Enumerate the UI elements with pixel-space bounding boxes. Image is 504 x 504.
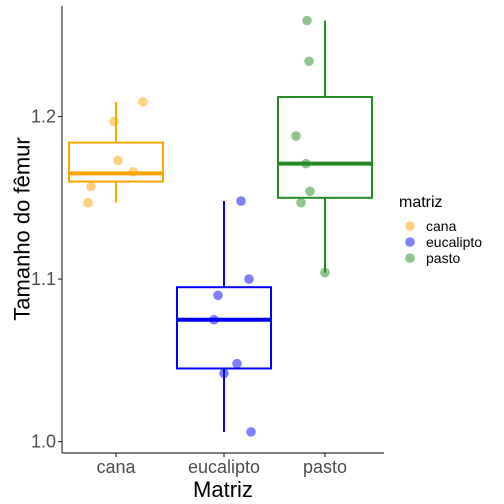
data-point (138, 97, 148, 107)
legend-title: matriz (399, 194, 443, 211)
data-point (86, 181, 96, 192)
data-point (320, 267, 330, 278)
data-point (232, 358, 242, 369)
x-tick-label: pasto (303, 457, 347, 477)
data-point (83, 197, 93, 208)
data-point (213, 290, 223, 301)
y-tick-label: 1.2 (31, 107, 56, 127)
data-point (301, 158, 311, 169)
data-point (291, 131, 301, 141)
plot-area (68, 15, 373, 437)
data-point (304, 56, 314, 67)
data-point (109, 116, 119, 127)
legend-key-cana (405, 221, 415, 231)
data-point (219, 368, 229, 379)
data-point (209, 314, 219, 325)
data-point (246, 427, 256, 437)
data-point (302, 15, 312, 26)
box (176, 286, 272, 370)
box-group-eucalipto (176, 196, 272, 437)
data-point (305, 186, 315, 197)
x-tick-label: cana (96, 457, 136, 477)
y-axis-title: Tamanho do fêmur (10, 137, 35, 320)
y-tick-label: 1.1 (31, 269, 56, 289)
legend-label-eucalipto: eucalipto (426, 234, 482, 250)
data-point (128, 166, 138, 177)
legend-label-pasto: pasto (426, 250, 460, 266)
legend-key-pasto (405, 253, 415, 263)
x-tick-label: eucalipto (188, 457, 260, 477)
legend-label-cana: cana (426, 218, 457, 234)
box (277, 96, 373, 199)
data-point (296, 197, 306, 208)
data-point (113, 155, 123, 166)
axis-ticks: 1.0 1.1 1.2 cana eucalipto pasto (31, 107, 347, 477)
data-point (236, 196, 246, 206)
y-tick-label: 1.0 (31, 432, 56, 452)
data-point (244, 274, 254, 284)
box-group-cana (68, 97, 164, 208)
box (68, 141, 164, 183)
box-group-pasto (277, 15, 373, 278)
x-axis-title: Matriz (193, 477, 253, 502)
legend-key-eucalipto (405, 237, 415, 247)
